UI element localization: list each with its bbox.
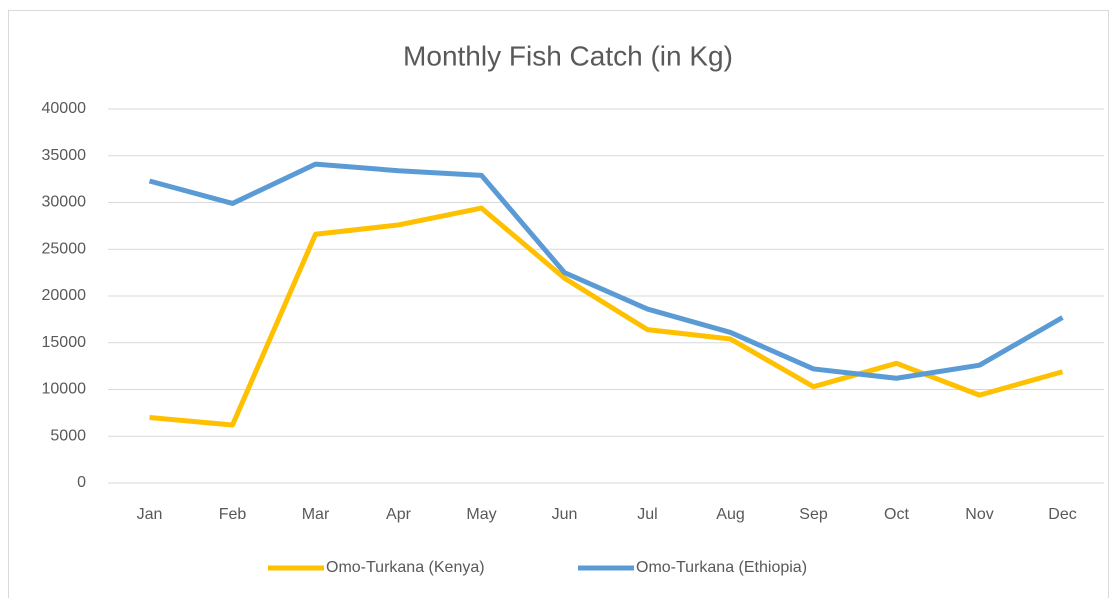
x-tick-label: Jan xyxy=(137,506,163,523)
x-tick-label: Oct xyxy=(884,506,909,523)
line-series xyxy=(148,161,1064,381)
x-tick-label: Jul xyxy=(637,506,657,523)
y-tick-label: 30000 xyxy=(42,194,87,211)
x-tick-label: Mar xyxy=(302,506,330,523)
x-tick-label: Jun xyxy=(552,506,578,523)
legend-label: Omo-Turkana (Kenya) xyxy=(326,559,485,576)
y-tick-label: 40000 xyxy=(42,100,87,117)
chart-title: Monthly Fish Catch (in Kg) xyxy=(403,40,733,71)
y-tick-label: 25000 xyxy=(42,240,87,257)
y-tick-label: 35000 xyxy=(42,147,87,164)
y-tick-label: 5000 xyxy=(50,427,86,444)
x-tick-label: Feb xyxy=(219,506,247,523)
x-tick-label: Aug xyxy=(716,506,744,523)
y-tick-label: 15000 xyxy=(42,334,87,351)
x-tick-label: May xyxy=(466,506,496,523)
y-tick-label: 20000 xyxy=(42,287,87,304)
x-tick-label: Apr xyxy=(386,506,412,523)
chart-border xyxy=(8,10,1109,598)
y-tick-label: 0 xyxy=(77,474,86,491)
line-series xyxy=(149,205,1064,428)
x-tick-label: Nov xyxy=(965,506,993,523)
x-tick-label: Sep xyxy=(799,506,828,523)
y-tick-label: 10000 xyxy=(42,381,87,398)
legend-label: Omo-Turkana (Ethiopia) xyxy=(636,559,807,576)
x-tick-label: Dec xyxy=(1048,506,1076,523)
